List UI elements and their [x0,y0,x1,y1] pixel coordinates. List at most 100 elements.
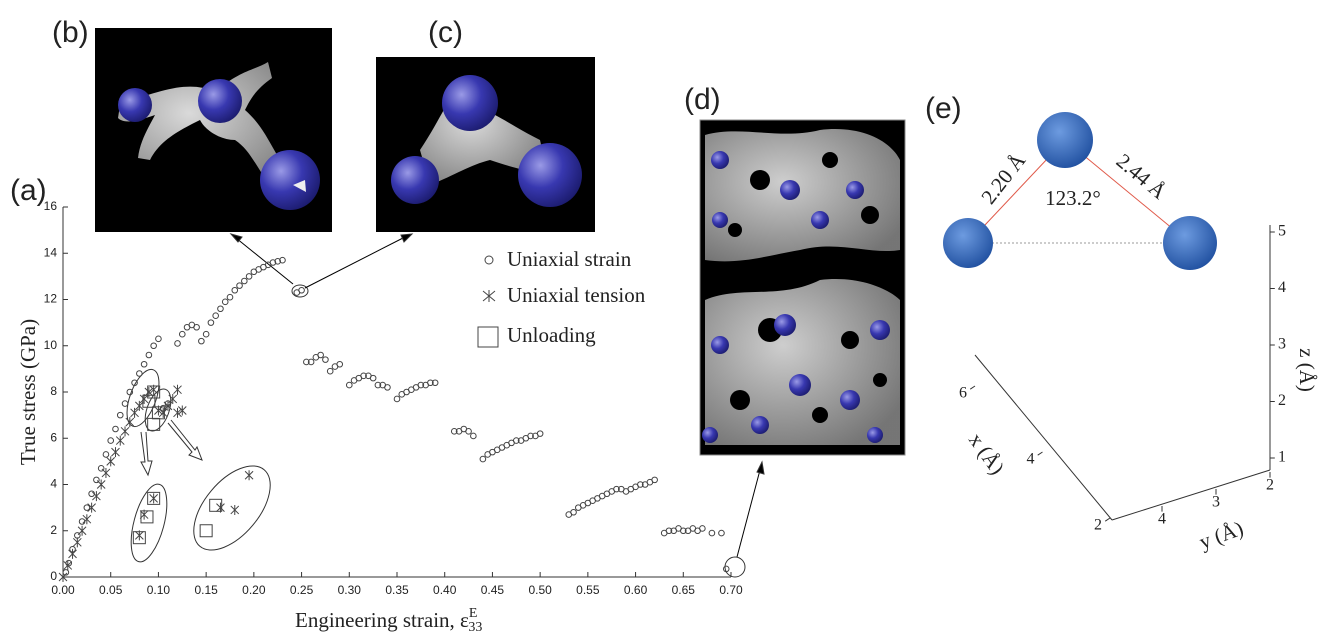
data-point [173,384,182,395]
legend-label: Uniaxial tension [507,283,646,307]
x-axis-title-sub: 33 [468,620,482,635]
y-tick-label: 2 [50,523,57,537]
data-point [92,491,101,502]
y-axis-title: y (Å) [1196,516,1246,554]
y-tick-label: 14 [44,245,58,259]
data-point [699,525,706,532]
data-point [77,525,87,536]
data-point [279,256,286,264]
data-point [427,379,434,387]
x-tick-label: 0.05 [99,583,123,597]
x-tick-label: 0.55 [576,583,600,597]
data-point [217,305,224,313]
data-point [125,417,135,428]
data-point [101,467,111,478]
legend-label: Unloading [507,323,596,347]
bond-length: 2.20 Å [976,148,1031,208]
data-point [147,491,161,505]
x-tick-label: 0.35 [385,583,409,597]
data-point [245,273,253,280]
data-point [236,282,243,289]
inset-image-c [376,57,595,232]
data-point [298,286,305,294]
data-point [199,524,213,538]
x-axis-title-sup: E [469,606,478,621]
data-point [97,465,105,472]
x-tick-label: 0.65 [672,583,696,597]
data-point [87,502,96,513]
inset-image-b [95,28,332,232]
data-point [450,428,458,435]
legend-marker [484,255,494,265]
data-point [178,330,186,338]
molecule [943,112,1217,270]
data-point [131,379,138,387]
data-point [121,400,129,407]
y-axis-title: True stress (GPa) [16,319,40,465]
data-point [317,351,324,359]
data-point [570,508,577,516]
tick-label-3d: 2 [1266,477,1274,494]
data-point [140,510,154,524]
data-point [134,400,144,411]
x-axis-title: x (Å) [964,428,1009,479]
data-point [155,335,162,343]
data-point [470,432,477,440]
data-point [307,358,315,366]
data-point [82,514,92,525]
z-axis-title: z (Å) [1295,348,1319,392]
x-tick-label: 0.50 [528,583,552,597]
data-point [384,384,391,391]
data-point [241,277,248,285]
tick-3d [1037,451,1043,456]
data-point [221,298,229,306]
data-point [274,258,282,265]
tick-3d [969,385,976,390]
panel-label: (d) [684,83,721,116]
data-point [336,360,344,368]
inset-image-d [699,119,906,456]
data-point [479,455,487,463]
tick-label-3d: 4 [1278,279,1286,296]
legend: Uniaxial strain Uniaxial tension Unloadi… [477,247,646,348]
data-point [83,504,91,511]
data-point [207,319,215,326]
data-point [147,385,161,399]
y-tick-label: 4 [50,477,57,491]
axes-3d [974,225,1271,521]
data-point [369,374,377,382]
data-point [393,395,401,403]
data-point [63,560,73,571]
data-point [527,432,534,440]
panel-label: (a) [10,174,47,207]
x-tick-label: 0.00 [51,583,75,597]
data-point [230,504,240,515]
x-tick-label: 0.20 [242,583,266,597]
tick-label-3d: 1 [1278,449,1286,466]
tick-label-3d: 4 [1158,511,1166,528]
data-point [130,407,139,418]
data-point [102,451,110,458]
x-tick-label: 0.10 [147,583,171,597]
data-point [345,381,353,389]
bond-length: 2.44 Å [1112,149,1172,205]
y-tick-label: 12 [44,292,58,306]
tick-3d [1104,517,1111,522]
data-point [174,340,181,347]
x-tick-label: 0.25 [290,583,314,597]
data-point [226,293,234,301]
data-point [142,394,156,408]
data-point [58,572,68,582]
data-point [168,393,178,404]
tick-label-3d: 3 [1278,336,1286,353]
tick-label-3d: 5 [1278,223,1286,240]
y-tick-label: 6 [50,430,57,444]
data-point [708,529,716,537]
data-point [111,447,120,458]
data-point [173,407,182,418]
data-point [116,411,124,419]
data-point [107,437,115,444]
x-tick-label: 0.30 [338,583,362,597]
data-point [613,485,620,493]
annotation-shapes [126,233,765,578]
